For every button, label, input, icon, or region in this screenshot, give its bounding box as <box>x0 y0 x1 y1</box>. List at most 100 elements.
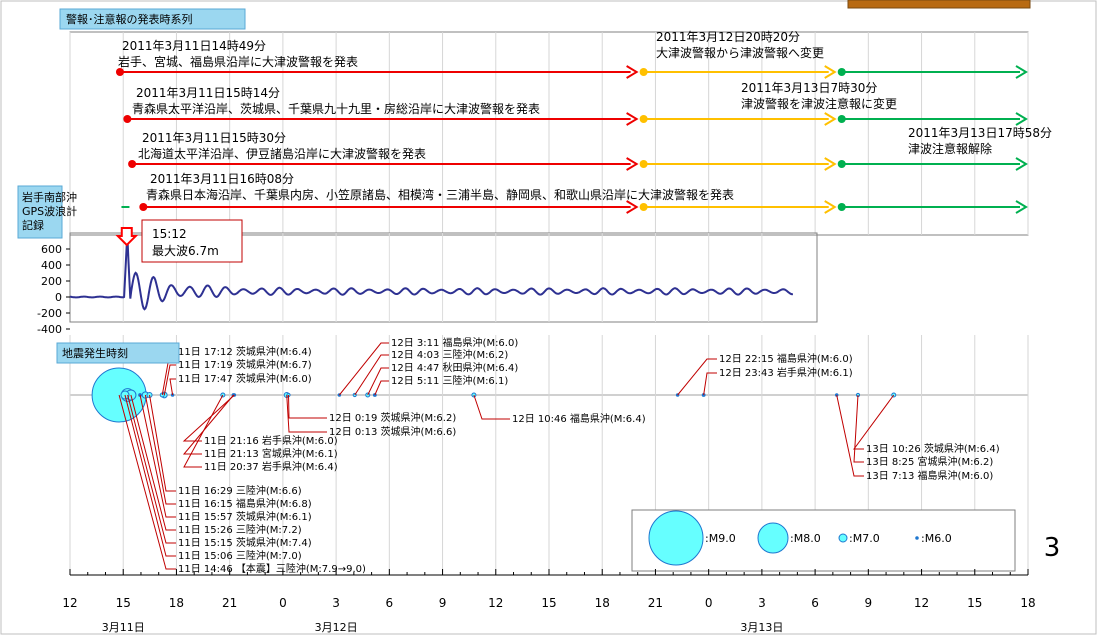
earthquake-label: 12日 4:03 三陸沖(M:6.2) <box>391 348 508 361</box>
earthquake-leader-line <box>169 378 176 396</box>
warning-start-dot <box>837 68 846 76</box>
earthquake-label: 11日 15:06 三陸沖(M:7.0) <box>178 549 302 562</box>
x-tick-label: 9 <box>439 596 447 610</box>
wave-y-tick-label: -200 <box>37 307 62 320</box>
max-wave-callout <box>141 219 243 263</box>
wave-trace-line <box>69 242 794 311</box>
warning-annotation-time: 2011年3月11日16時08分 <box>150 172 294 186</box>
earthquake-label: 11日 17:19 茨城県沖(M:6.7) <box>178 358 312 371</box>
warning-annotation-text: 岩手、宮城、福島県沿岸に大津波警報を発表 <box>118 54 358 69</box>
legend-bubble <box>648 510 704 566</box>
arrow-head <box>1015 200 1028 214</box>
earthquake-label: 12日 10:46 福島県沖(M:6.4) <box>512 412 646 425</box>
earthquake-label: 11日 15:15 茨城県沖(M:7.4) <box>178 536 312 549</box>
earthquake-leader-line <box>374 380 389 396</box>
legend-bubble <box>838 533 848 543</box>
x-date-label: 3月11日 <box>102 621 145 634</box>
arrow-head <box>824 65 837 79</box>
x-tick-label: 9 <box>865 596 873 610</box>
max-wave-label: 最大波6.7m <box>152 244 219 258</box>
warning-panel-title-box: 警報･注意報の発表時系列 <box>59 8 246 30</box>
x-tick-label: 12 <box>914 596 929 610</box>
earthquake-leader-line <box>130 394 176 531</box>
warning-start-dot <box>139 203 148 211</box>
earthquake-label: 12日 4:47 秋田県沖(M:6.4) <box>391 361 518 374</box>
page-number: 3 <box>1044 533 1061 563</box>
earthquake-label: 12日 0:19 茨城県沖(M:6.2) <box>329 411 456 424</box>
earthquake-leader-line <box>149 394 176 492</box>
earthquake-label: 11日 14:46 【本震】三陸沖(M:7.9→9.0) <box>178 562 366 575</box>
earthquake-label: 11日 15:26 三陸沖(M:7.2) <box>178 523 302 536</box>
x-tick-label: 12 <box>488 596 503 610</box>
wave-panel-frame <box>69 232 818 323</box>
arrow-head <box>1015 112 1028 126</box>
earthquake-label: 11日 17:12 茨城県沖(M:6.4) <box>178 345 312 358</box>
x-tick-label: 0 <box>279 596 287 610</box>
earthquake-leader-line <box>144 394 176 505</box>
x-tick-label: 21 <box>648 596 663 610</box>
legend-bubble <box>757 522 789 554</box>
earthquake-label: 11日 17:47 茨城県沖(M:6.0) <box>178 372 312 385</box>
warning-start-dot <box>837 203 846 211</box>
x-tick-label: 18 <box>1020 596 1035 610</box>
warning-annotation-text: 青森県太平洋沿岸、茨城県、千葉県九十九里・房総沿岸に大津波警報を発表 <box>132 101 540 116</box>
wave-y-tick-label: 0 <box>55 291 62 304</box>
warning-start-dot <box>128 160 137 168</box>
warning-annotation-text: 北海道太平洋沿岸、伊豆諸島沿岸に大津波警報を発表 <box>138 146 426 161</box>
earthquake-label: 11日 16:29 三陸沖(M:6.6) <box>178 484 302 497</box>
earthquake-label: 12日 22:15 福島県沖(M:6.0) <box>719 352 853 365</box>
x-tick-label: 18 <box>595 596 610 610</box>
arrow-head <box>824 200 837 214</box>
wave-y-tick-label: 400 <box>41 259 62 272</box>
max-wave-time: 15:12 <box>152 227 187 241</box>
warning-start-dot <box>837 160 846 168</box>
earthquake-label: 13日 10:26 茨城県沖(M:6.4) <box>866 442 1000 455</box>
wave-y-tick-label: -400 <box>37 323 62 336</box>
warning-annotation-text: 青森県日本海沿岸、千葉県内房、小笠原諸島、相模湾・三浦半島、静岡県、和歌山県沿岸… <box>146 187 734 202</box>
earthquake-label: 12日 5:11 三陸沖(M:6.1) <box>391 374 508 387</box>
x-tick-label: 3 <box>332 596 340 610</box>
x-tick-label: 15 <box>541 596 556 610</box>
wave-y-tick-label: 600 <box>41 243 62 256</box>
x-tick-label: 21 <box>222 596 237 610</box>
warning-start-dot <box>639 68 648 76</box>
legend-label: :M9.0 <box>705 532 736 545</box>
earthquake-label: 12日 3:11 福島県沖(M:6.0) <box>391 336 518 349</box>
x-tick-label: 12 <box>62 596 77 610</box>
warning-annotation-text: 大津波警報から津波警報へ変更 <box>656 45 824 60</box>
x-tick-label: 3 <box>758 596 766 610</box>
arrow-head <box>626 157 639 171</box>
arrow-head <box>626 112 639 126</box>
legend-label: :M8.0 <box>790 532 821 545</box>
legend-label: :M6.0 <box>921 532 952 545</box>
x-date-label: 3月13日 <box>740 621 783 634</box>
arrow-head <box>1015 157 1028 171</box>
warning-start-dot <box>639 203 648 211</box>
warning-annotation-time: 2011年3月12日20時20分 <box>656 30 800 44</box>
warning-annotation-text: 津波警報を津波注意報に変更 <box>741 96 897 111</box>
legend-label: :M7.0 <box>849 532 880 545</box>
earthquake-leader-line <box>836 394 864 477</box>
warning-annotation-text: 津波注意報解除 <box>908 141 992 156</box>
warning-annotation-time: 2011年3月11日15時14分 <box>136 86 280 100</box>
warning-panel-title: 警報･注意報の発表時系列 <box>66 12 193 26</box>
warning-annotation-time: 2011年3月11日15時30分 <box>142 131 286 145</box>
warning-annotation-time: 2011年3月11日14時49分 <box>122 39 266 53</box>
quake-panel-title: 地震発生時刻 <box>62 346 128 360</box>
earthquake-leader-line <box>163 364 176 396</box>
warning-start-dot <box>837 115 846 123</box>
earthquake-leader-line <box>354 354 389 396</box>
earthquake-leader-line <box>182 394 234 455</box>
warning-annotation-time: 2011年3月13日7時30分 <box>741 81 877 95</box>
earthquake-label: 11日 15:57 茨城県沖(M:6.1) <box>178 510 312 523</box>
x-tick-label: 15 <box>116 596 131 610</box>
earthquake-label: 12日 23:43 岩手県沖(M:6.1) <box>719 366 853 379</box>
earthquake-leader-line <box>139 394 176 518</box>
legend-bubble <box>915 536 919 540</box>
earthquake-bubble <box>91 367 147 423</box>
earthquake-leader-line <box>127 394 176 544</box>
warning-annotation-time: 2011年3月13日17時58分 <box>908 126 1052 140</box>
wave-panel-title-box: 岩手南部沖 GPS波浪計記録 <box>17 185 77 239</box>
warning-start-dot <box>123 115 132 123</box>
